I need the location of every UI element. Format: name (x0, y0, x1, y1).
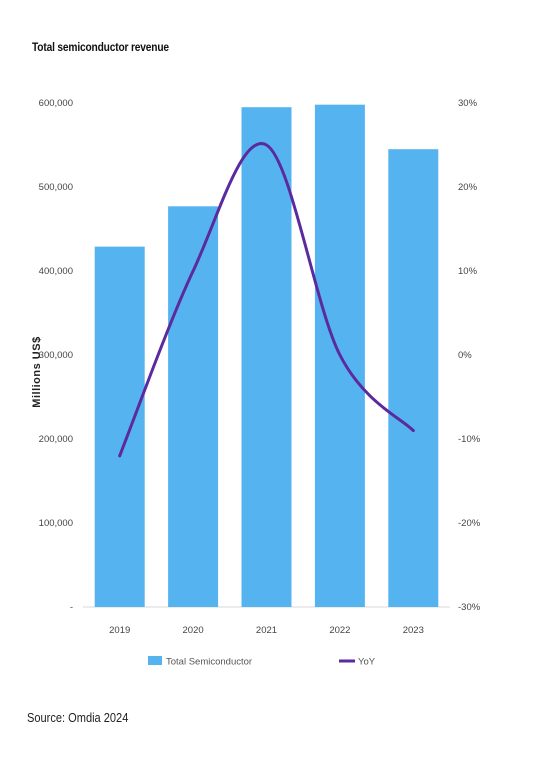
y-axis-title: Millions US$ (31, 336, 43, 407)
x-tick-label: 2019 (109, 625, 130, 636)
x-tick-label: 2022 (329, 625, 350, 636)
yoy-point-2022 (338, 353, 342, 357)
y-tick-label: 600,000 (39, 98, 73, 109)
x-tick-label: 2021 (256, 625, 277, 636)
yoy-point-2019 (118, 454, 122, 458)
legend-label-bar: Total Semiconductor (166, 657, 252, 668)
source-note: Source: Omdia 2024 (27, 710, 129, 725)
y2-tick-label: -20% (458, 518, 481, 529)
y-tick-label: 300,000 (39, 350, 73, 361)
y2-tick-label: 10% (458, 266, 478, 277)
x-tick-label: 2020 (183, 625, 204, 636)
bar-2020 (168, 206, 219, 607)
y2-tick-label: -10% (458, 434, 481, 445)
yoy-point-2020 (191, 269, 195, 273)
legend-swatch-bar (148, 656, 162, 665)
y-tick-label: - (70, 602, 73, 613)
yoy-line-series (118, 142, 415, 458)
legend-label-line: YoY (358, 657, 376, 668)
y-tick-label: 400,000 (39, 266, 73, 277)
yoy-point-2023 (411, 429, 415, 432)
bar-2019 (94, 246, 145, 607)
left-axis-ticks: - 100,000 200,000 300,000 400,000 500,000 600,… (39, 98, 73, 613)
bar-2021 (241, 107, 292, 607)
right-axis-ticks: -30% -20% -10% 0% 10% 20% 30% (458, 98, 481, 613)
x-axis-ticks: 2019 2020 2021 2022 2023 (109, 625, 424, 636)
y2-tick-label: 20% (458, 182, 478, 193)
y-tick-label: 100,000 (39, 518, 73, 529)
chart-title: Total semiconductor revenue (32, 40, 169, 54)
y2-tick-label: 30% (458, 98, 478, 109)
y2-tick-label: 0% (458, 350, 472, 361)
bar-2023 (388, 149, 439, 607)
yoy-point-2021 (265, 143, 268, 147)
x-tick-label: 2023 (403, 625, 424, 636)
legend: Total Semiconductor YoY (148, 656, 376, 668)
y-tick-label: 500,000 (39, 182, 73, 193)
y-tick-label: 200,000 (39, 434, 73, 445)
y2-tick-label: -30% (458, 602, 481, 613)
bar-series (94, 104, 439, 608)
